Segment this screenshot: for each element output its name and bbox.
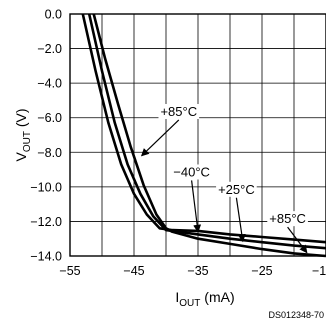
y-tick-label: −10.0 <box>30 180 62 194</box>
annotations: +85°C −40°C +25°C +85°C <box>140 103 308 254</box>
series-annotation: +85°C <box>160 104 197 119</box>
y-tick-label: −2.0 <box>37 42 62 56</box>
x-tick-label: −55 <box>59 264 80 278</box>
annotation-arrow <box>235 197 246 243</box>
x-axis-title: IOUT (mA) <box>175 289 234 309</box>
annotation-background <box>158 103 200 119</box>
figure-code: DS012348-70 <box>268 310 324 320</box>
series-annotation: +85°C <box>269 211 306 226</box>
y-tick-label: −6.0 <box>37 111 62 125</box>
y-tick-label: −8.0 <box>37 146 62 160</box>
x-tick-label: −25 <box>251 264 272 278</box>
y-tick-label: 0.0 <box>45 8 62 22</box>
series-line <box>81 13 326 244</box>
annotation-arrow <box>191 180 202 233</box>
series-annotation: +25°C <box>218 182 255 197</box>
y-tick-label: −12.0 <box>30 215 62 229</box>
x-tick-label: −15 <box>312 264 326 278</box>
annotation-background <box>171 164 212 180</box>
y-tick-label: −4.0 <box>37 77 62 91</box>
series-annotation: −40°C <box>173 164 210 179</box>
x-tick-label: −45 <box>123 264 144 278</box>
series-layer <box>81 13 326 258</box>
y-tick-label: −14.0 <box>30 250 62 264</box>
annotation-background <box>216 181 257 197</box>
annotation-arrow <box>287 226 308 254</box>
annotation-background <box>267 211 308 227</box>
x-tick-label: −35 <box>187 264 208 278</box>
tick-labels: 0.0 −2.0 −4.0 −6.0 −8.0 −10.0 −12.0 −14.0−55 −45… <box>30 8 326 279</box>
y-axis-title: VOUT (V) <box>13 108 33 161</box>
annotation-arrow <box>140 119 180 157</box>
plot-frame <box>69 13 326 257</box>
